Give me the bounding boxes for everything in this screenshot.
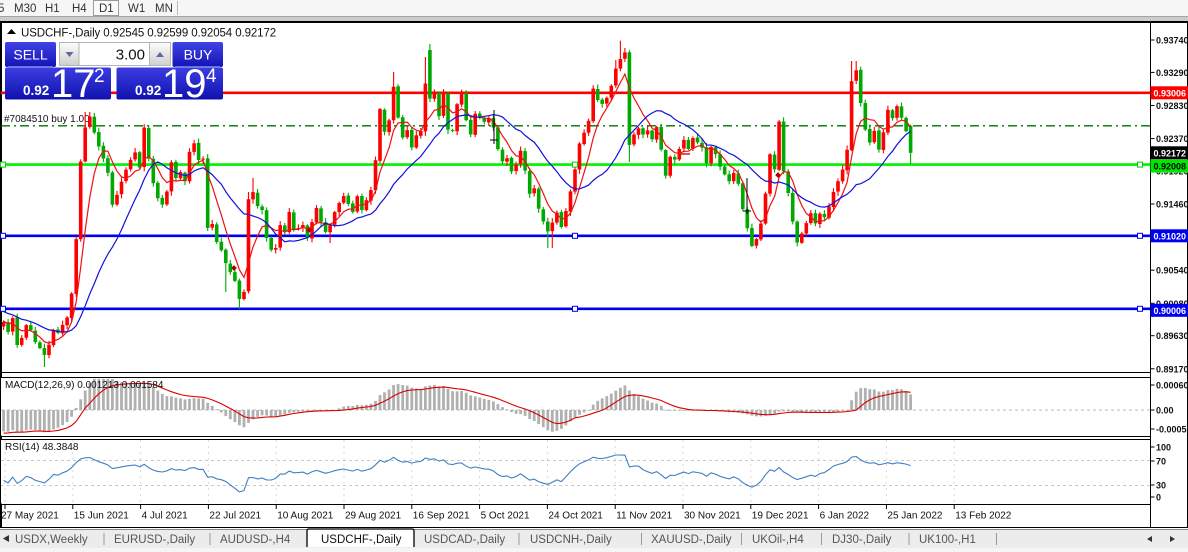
svg-text:0.0006038: 0.0006038: [1156, 381, 1188, 391]
svg-text:11 Nov 2021: 11 Nov 2021: [616, 511, 672, 522]
svg-text:DJ30-,Daily: DJ30-,Daily: [832, 534, 892, 546]
svg-text:13 Feb 2022: 13 Feb 2022: [955, 511, 1012, 522]
svg-text:MACD(12,26,9) 0.001213 0.00158: MACD(12,26,9) 0.001213 0.001584: [5, 380, 164, 391]
svg-text:0.92830: 0.92830: [1156, 101, 1188, 111]
svg-text:0.93290: 0.93290: [1156, 68, 1188, 78]
svg-text:15 Jun 2021: 15 Jun 2021: [74, 511, 129, 522]
svg-text:4 Jul 2021: 4 Jul 2021: [142, 511, 189, 522]
svg-text:UK100-,H1: UK100-,H1: [919, 534, 976, 546]
svg-text:SELL: SELL: [13, 47, 47, 63]
svg-text:2: 2: [94, 66, 105, 87]
svg-text:UKOil-,H4: UKOil-,H4: [752, 534, 804, 546]
svg-text:17: 17: [51, 62, 96, 106]
svg-text:0.89630: 0.89630: [1156, 331, 1188, 341]
svg-text:10 Aug 2021: 10 Aug 2021: [277, 511, 334, 522]
svg-text:19 Dec 2021: 19 Dec 2021: [752, 511, 809, 522]
svg-text:USDCNH-,Daily: USDCNH-,Daily: [530, 534, 612, 546]
svg-text:0.91460: 0.91460: [1156, 200, 1188, 210]
svg-text:H4: H4: [72, 3, 87, 15]
svg-text:USDCHF-,Daily: USDCHF-,Daily: [321, 534, 402, 546]
svg-text:0: 0: [1156, 493, 1161, 503]
svg-text:30: 30: [1156, 481, 1166, 491]
svg-text:25 Jan 2022: 25 Jan 2022: [887, 511, 942, 522]
svg-text:0.00: 0.00: [1156, 406, 1174, 416]
svg-text:0.89170: 0.89170: [1156, 364, 1188, 374]
svg-text:22 Jul 2021: 22 Jul 2021: [209, 511, 261, 522]
svg-text:5: 5: [0, 3, 4, 15]
svg-text:-0.000522: -0.000522: [1156, 425, 1188, 435]
svg-text:4: 4: [206, 66, 217, 87]
svg-text:M30: M30: [14, 3, 36, 15]
svg-text:USDCHF-,Daily 0.92545 0.92599: USDCHF-,Daily 0.92545 0.92599 0.92054 0.…: [21, 28, 276, 40]
svg-text:#7084510 buy 1.00: #7084510 buy 1.00: [4, 114, 90, 125]
svg-text:19: 19: [162, 62, 207, 106]
svg-text:29 Aug 2021: 29 Aug 2021: [345, 511, 402, 522]
svg-text:0.90540: 0.90540: [1156, 266, 1188, 276]
svg-text:0.93006: 0.93006: [1154, 88, 1187, 98]
svg-text:6 Jan 2022: 6 Jan 2022: [820, 511, 870, 522]
svg-text:0.92370: 0.92370: [1156, 134, 1188, 144]
svg-text:27 May 2021: 27 May 2021: [1, 511, 59, 522]
svg-text:24 Oct 2021: 24 Oct 2021: [548, 511, 603, 522]
svg-text:AUDUSD-,H4: AUDUSD-,H4: [220, 534, 291, 546]
svg-text:70: 70: [1156, 457, 1166, 467]
svg-text:XAUUSD-,Daily: XAUUSD-,Daily: [651, 534, 732, 546]
svg-text:0.90006: 0.90006: [1154, 306, 1187, 316]
svg-text:D1: D1: [99, 3, 114, 15]
svg-text:W1: W1: [128, 3, 145, 15]
svg-text:USDCAD-,Daily: USDCAD-,Daily: [424, 534, 505, 546]
svg-text:30 Nov 2021: 30 Nov 2021: [684, 511, 741, 522]
svg-text:EURUSD-,Daily: EURUSD-,Daily: [114, 534, 195, 546]
svg-text:BUY: BUY: [184, 47, 213, 63]
svg-text:0.92: 0.92: [135, 83, 161, 98]
svg-text:100: 100: [1156, 443, 1171, 453]
svg-text:MN: MN: [155, 3, 173, 15]
svg-text:0.92172: 0.92172: [1154, 148, 1187, 158]
svg-text:0.92008: 0.92008: [1154, 162, 1187, 172]
svg-text:0.91020: 0.91020: [1154, 231, 1187, 241]
svg-text:0.92: 0.92: [23, 83, 49, 98]
svg-text:USDX,Weekly: USDX,Weekly: [15, 534, 88, 546]
svg-text:RSI(14) 48.3848: RSI(14) 48.3848: [5, 442, 79, 453]
svg-text:H1: H1: [45, 3, 60, 15]
svg-text:3.00: 3.00: [116, 47, 145, 64]
svg-text:5 Oct 2021: 5 Oct 2021: [481, 511, 530, 522]
svg-text:0.93740: 0.93740: [1156, 36, 1188, 46]
svg-text:16 Sep 2021: 16 Sep 2021: [413, 511, 470, 522]
